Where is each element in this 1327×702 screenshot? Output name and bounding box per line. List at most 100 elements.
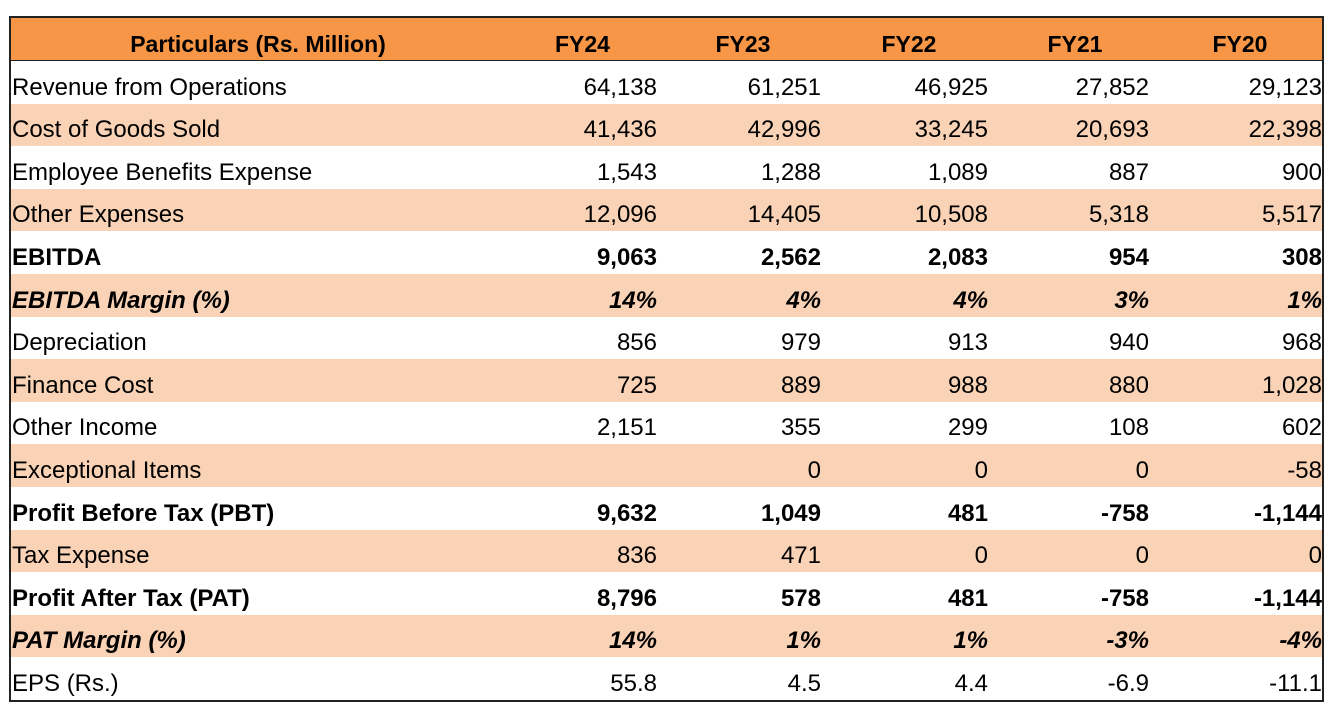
- cell-fy24: [505, 444, 660, 487]
- header-fy20: FY20: [1158, 17, 1323, 61]
- cell-fy22: 46,925: [914, 73, 988, 101]
- cell-fy23: 1%: [660, 614, 826, 658]
- cell-fy23: 355: [780, 414, 821, 442]
- cell-fy20: -1,144: [1253, 584, 1322, 612]
- cell-fy21: 0: [992, 529, 1158, 573]
- cell-fy24: 14%: [505, 614, 660, 658]
- row-label: EBITDA Margin (%): [10, 273, 505, 317]
- cell-fy24: 9,632: [596, 499, 657, 527]
- header-particulars: Particulars (Rs. Million): [10, 17, 505, 61]
- cell-fy23: 0: [660, 444, 826, 487]
- table-row: Profit After Tax (PAT) 8,796 578 481 -758 -1,…: [10, 572, 1323, 615]
- cell-fy23: 471: [660, 529, 826, 573]
- cell-fy20: 29,123: [1248, 73, 1322, 101]
- cell-fy20: 308: [1281, 243, 1322, 271]
- cell-fy22: 0: [826, 444, 992, 487]
- cell-fy24: 55.8: [610, 669, 657, 697]
- cell-fy23: 61,251: [747, 73, 821, 101]
- cell-fy22: 988: [826, 359, 992, 402]
- cell-fy23: 979: [780, 329, 821, 357]
- cell-fy22: 299: [947, 414, 988, 442]
- cell-fy21: 0: [992, 444, 1158, 487]
- row-label: Other Expenses: [10, 188, 505, 232]
- table-row: Other Income 2,151 355 299 108 602: [10, 402, 1323, 445]
- table-row: Cost of Goods Sold 41,436 42,996 33,245 20,6…: [10, 103, 1323, 147]
- cell-fy21: 3%: [992, 273, 1158, 317]
- table-row: Other Expenses 12,096 14,405 10,508 5,318 5,5…: [10, 188, 1323, 232]
- row-label: Cost of Goods Sold: [10, 103, 505, 147]
- cell-fy23: 42,996: [660, 103, 826, 147]
- cell-fy23: 578: [780, 584, 821, 612]
- table-header-row: Particulars (Rs. Million) FY24 FY23 FY22…: [10, 17, 1323, 61]
- table-row: EPS (Rs.) 55.8 4.5 4.4 -6.9 -11.1: [10, 657, 1323, 701]
- cell-fy20: -1,144: [1253, 499, 1322, 527]
- header-fy22: FY22: [826, 17, 992, 61]
- cell-fy22: 481: [947, 584, 988, 612]
- row-label: EPS (Rs.): [12, 669, 119, 697]
- row-label: Employee Benefits Expense: [12, 158, 313, 186]
- cell-fy20: 5,517: [1158, 188, 1323, 232]
- cell-fy22: 481: [947, 499, 988, 527]
- row-label: Finance Cost: [10, 359, 505, 402]
- row-label: PAT Margin (%): [10, 614, 505, 658]
- table-row: Finance Cost 725 889 988 880 1,028: [10, 359, 1323, 402]
- cell-fy22: 1,089: [927, 158, 988, 186]
- table-body: Revenue from Operations 64,138 61,251 46,92…: [10, 61, 1323, 701]
- cell-fy20: 22,398: [1158, 103, 1323, 147]
- row-label: Profit After Tax (PAT): [12, 584, 250, 612]
- cell-fy23: 4.5: [787, 669, 821, 697]
- cell-fy24: 14%: [505, 273, 660, 317]
- cell-fy20: 900: [1281, 158, 1322, 186]
- cell-fy23: 889: [660, 359, 826, 402]
- cell-fy24: 8,796: [596, 584, 657, 612]
- cell-fy21: -758: [1100, 584, 1149, 612]
- cell-fy20: 1,028: [1158, 359, 1323, 402]
- row-label: EBITDA: [12, 243, 102, 271]
- cell-fy21: 880: [992, 359, 1158, 402]
- cell-fy24: 2,151: [596, 414, 657, 442]
- cell-fy24: 12,096: [505, 188, 660, 232]
- cell-fy23: 2,562: [760, 243, 821, 271]
- cell-fy22: 913: [947, 329, 988, 357]
- cell-fy20: -58: [1158, 444, 1323, 487]
- cell-fy21: 27,852: [1075, 73, 1149, 101]
- cell-fy21: -6.9: [1107, 669, 1149, 697]
- financial-table: Particulars (Rs. Million) FY24 FY23 FY22…: [9, 16, 1324, 702]
- table-row: EBITDA Margin (%) 14% 4% 4% 3% 1%: [10, 273, 1323, 317]
- header-fy23: FY23: [660, 17, 826, 61]
- cell-fy20: 1%: [1158, 273, 1323, 317]
- row-label: Exceptional Items: [10, 444, 505, 487]
- cell-fy22: 33,245: [826, 103, 992, 147]
- cell-fy21: -3%: [992, 614, 1158, 658]
- cell-fy20: -11.1: [1269, 669, 1322, 697]
- table-row: EBITDA 9,063 2,562 2,083 954 308: [10, 231, 1323, 274]
- cell-fy21: 20,693: [992, 103, 1158, 147]
- cell-fy21: 954: [1108, 243, 1149, 271]
- row-label: Other Income: [12, 414, 158, 442]
- cell-fy24: 856: [616, 329, 657, 357]
- cell-fy22: 2,083: [927, 243, 988, 271]
- cell-fy24: 64,138: [583, 73, 657, 101]
- cell-fy24: 41,436: [505, 103, 660, 147]
- table-row: Exceptional Items 0 0 0 -58: [10, 444, 1323, 487]
- cell-fy23: 14,405: [660, 188, 826, 232]
- row-label: Depreciation: [12, 329, 147, 357]
- table-row: Tax Expense 836 471 0 0 0: [10, 529, 1323, 573]
- cell-fy20: -4%: [1158, 614, 1323, 658]
- cell-fy21: 940: [1108, 329, 1149, 357]
- table-row: Depreciation 856 979 913 940 968: [10, 317, 1323, 360]
- row-label: Tax Expense: [10, 529, 505, 573]
- cell-fy22: 4.4: [954, 669, 988, 697]
- cell-fy20: 602: [1281, 414, 1322, 442]
- cell-fy21: 887: [1108, 158, 1149, 186]
- cell-fy20: 968: [1281, 329, 1322, 357]
- row-label: Profit Before Tax (PBT): [12, 499, 275, 527]
- table-row: PAT Margin (%) 14% 1% 1% -3% -4%: [10, 614, 1323, 658]
- row-label: Revenue from Operations: [12, 73, 287, 101]
- cell-fy20: 0: [1158, 529, 1323, 573]
- cell-fy21: 108: [1108, 414, 1149, 442]
- cell-fy22: 0: [826, 529, 992, 573]
- cell-fy24: 836: [505, 529, 660, 573]
- cell-fy22: 1%: [826, 614, 992, 658]
- header-fy24: FY24: [505, 17, 660, 61]
